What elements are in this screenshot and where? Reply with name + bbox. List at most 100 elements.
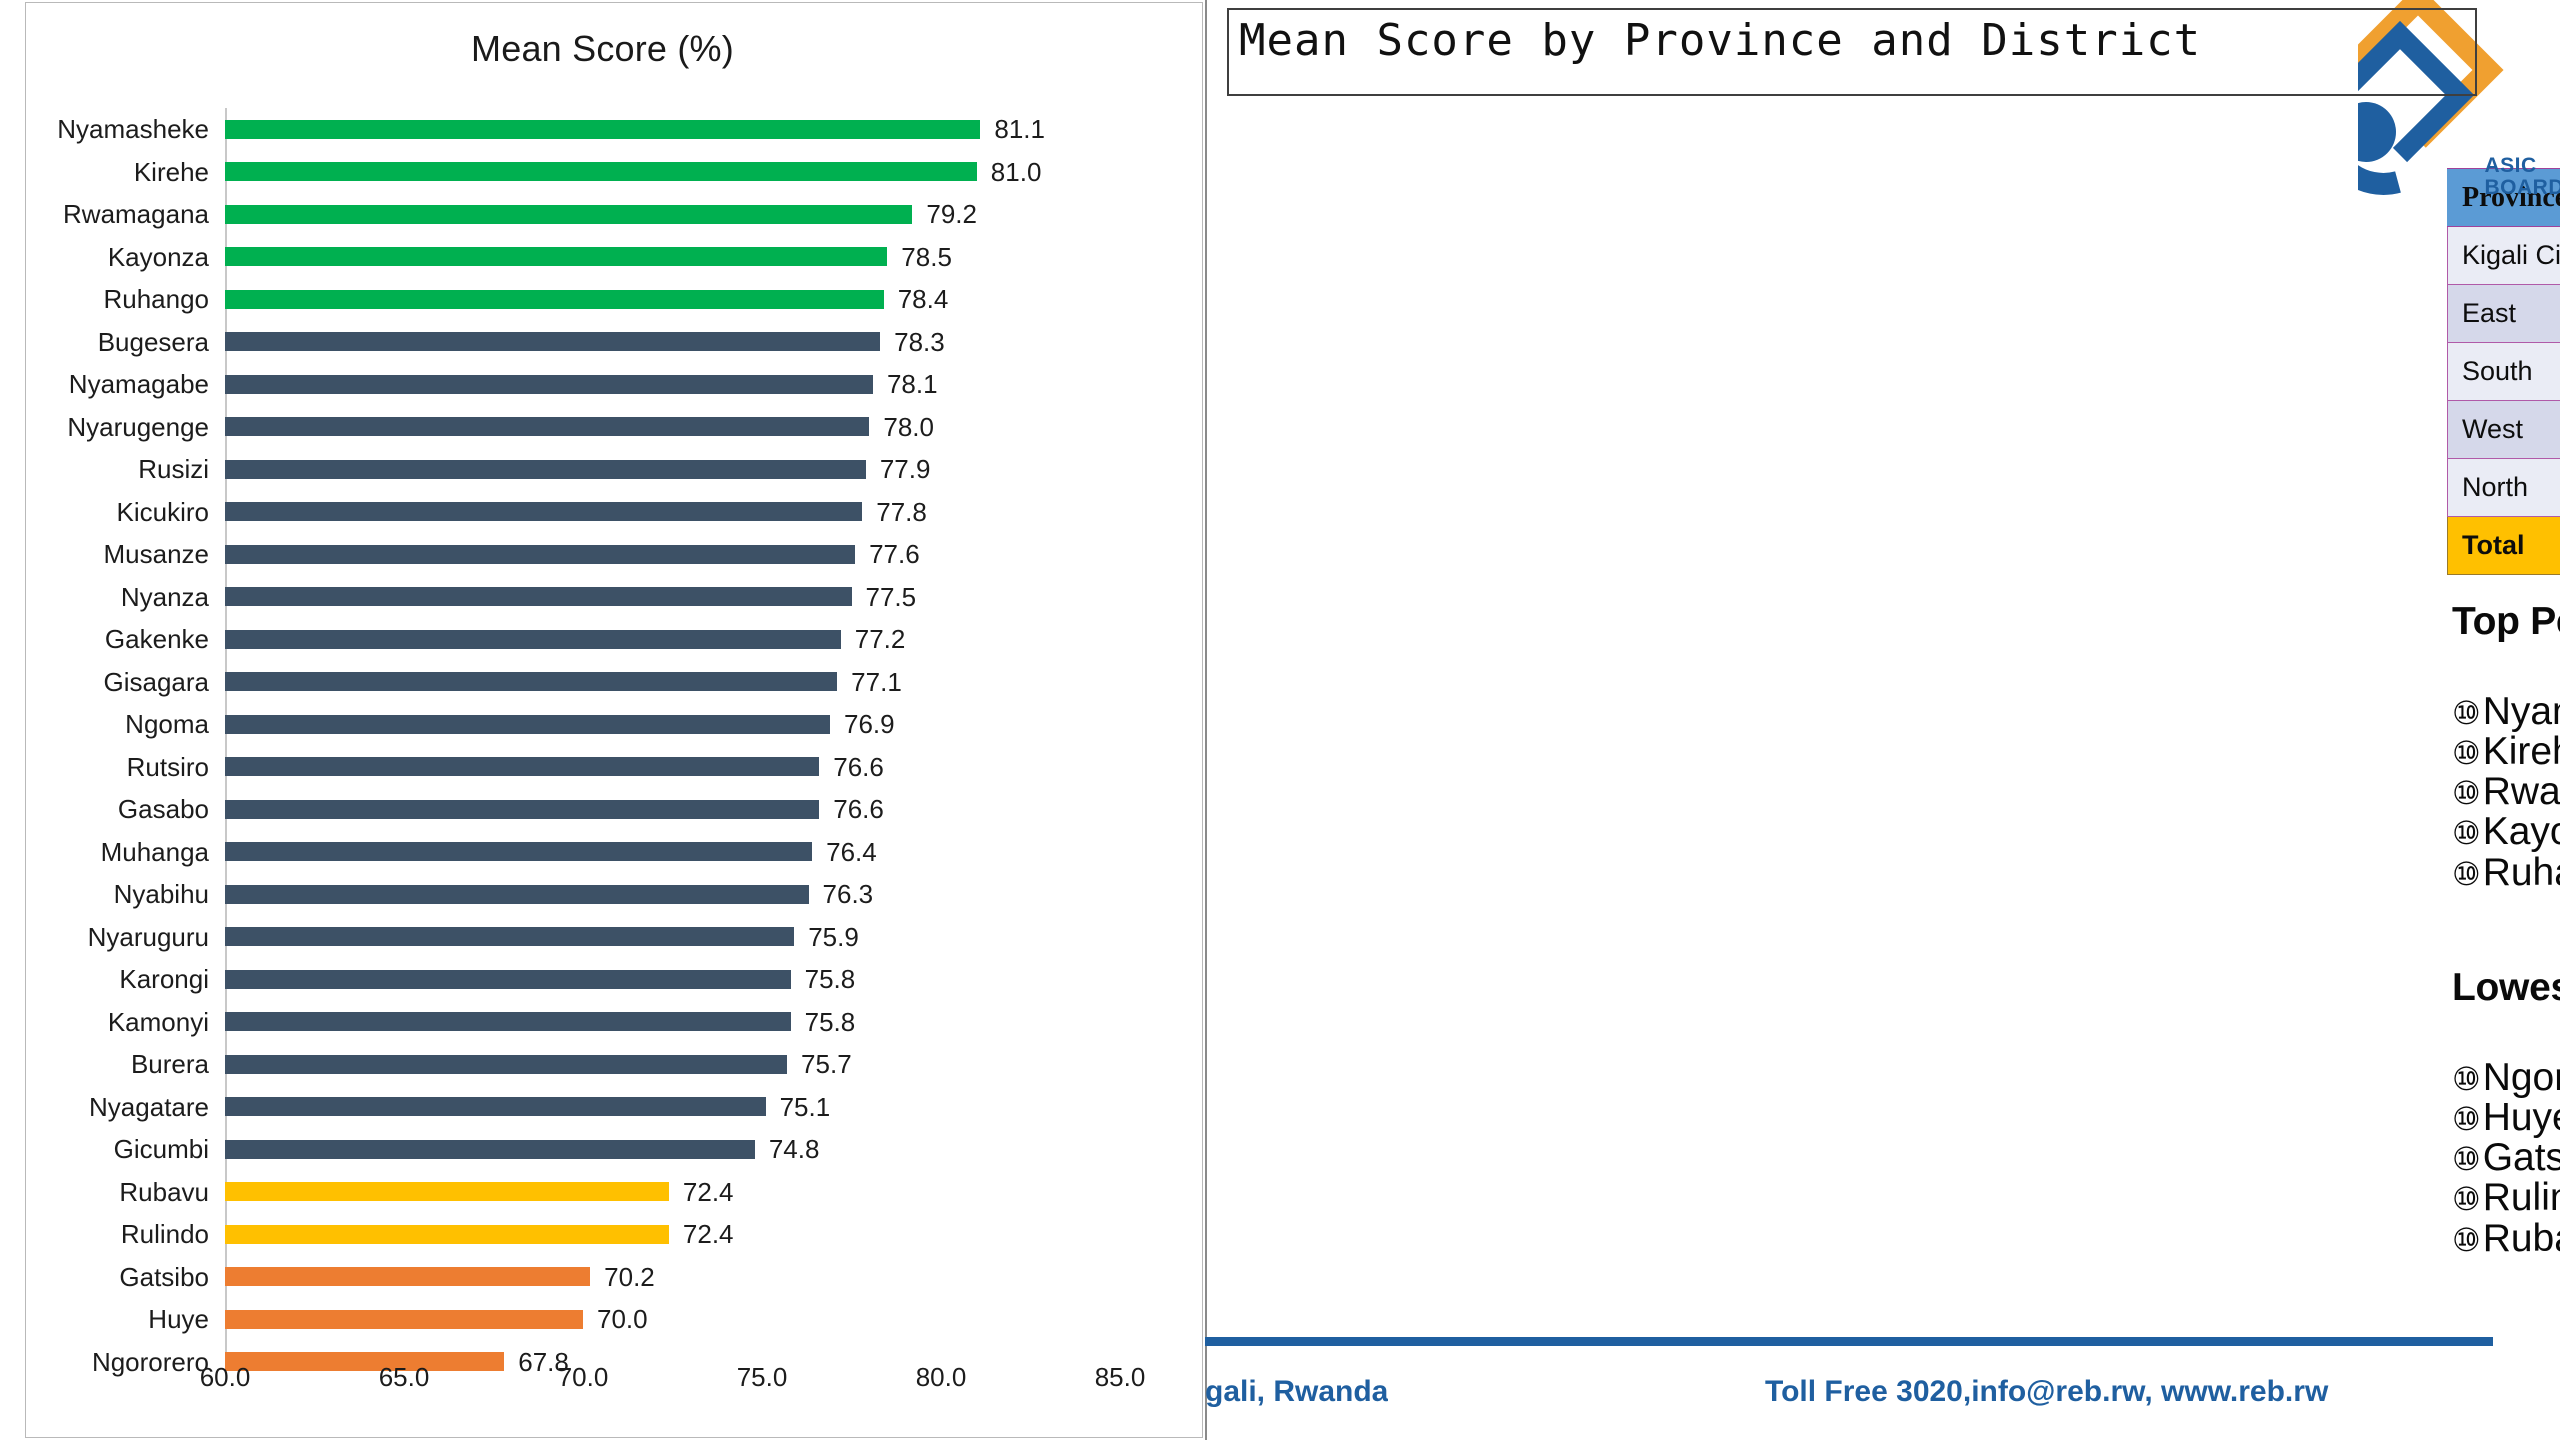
bar-value-label: 77.5: [865, 581, 917, 612]
bar: [225, 417, 870, 437]
list-item: ⑩Rubavu (72.4): [2452, 1218, 2560, 1259]
bullet-icon: ⑩: [2452, 774, 2481, 813]
footer-divider: [1205, 1337, 2493, 1346]
bar-value-label: 77.6: [869, 539, 920, 570]
bar-row: Nyabihu 76.3: [114, 873, 1120, 916]
lowest-performing-list: ⑩Ngororero (67.8)⑩Huye (70.0)⑩Gatsibo (7…: [2452, 1056, 2560, 1259]
bar: [225, 799, 820, 819]
title-placeholder-box: [1227, 8, 2477, 96]
list-item-label: Ngororero (67.8): [2482, 1056, 2560, 1099]
bar-rows: Nyamasheke 81.1 Kirehe 81.0 Rwamagana 79.2 Kay…: [57, 108, 1120, 1375]
bar: [225, 544, 856, 564]
top-performing-heading: Top Performing Districts:: [2452, 600, 2560, 643]
bar-row: Rulindo 72.4: [121, 1213, 1120, 1256]
bar-row: Gakenke 77.2: [105, 618, 1120, 661]
bar-value-label: 78.3: [894, 326, 945, 357]
bar-category-label: Rusizi: [138, 454, 209, 485]
table-row: East76.31,196: [2446, 284, 2560, 343]
bar-value-label: 67.8: [518, 1346, 569, 1377]
bar-value-label: 78.4: [897, 284, 949, 315]
list-item-label: Kayonza (78.5): [2482, 810, 2560, 854]
x-axis-tick-label: 65.0: [378, 1362, 430, 1392]
bar-value-label: 70.0: [597, 1304, 648, 1335]
bar-value-label: 76.6: [833, 794, 884, 825]
bar-row: Rusizi 77.9: [138, 448, 1120, 491]
reb-logo-line1: ASIC: [2484, 154, 2537, 177]
list-item-label: Huye (70.0): [2482, 1096, 2560, 1140]
list-item-label: Nyamasheke (81.1): [2482, 690, 2560, 733]
reb-logo-text: ASIC BOARD: [2484, 154, 2560, 199]
bar-value-label: 72.4: [682, 1176, 734, 1207]
bar-category-label: Musanze: [103, 539, 210, 570]
cell-province: West: [2446, 400, 2560, 459]
bar-value-label: 72.4: [682, 1219, 734, 1250]
bar: [225, 374, 873, 394]
top-performing-section: Top Performing Districts:: [2452, 600, 2560, 644]
bar: [225, 969, 791, 989]
bar-category-label: Nyamasheke: [57, 114, 209, 145]
bar-category-label: Kirehe: [133, 156, 209, 187]
chart-title: Mean Score (%): [471, 28, 734, 69]
bar: [225, 672, 838, 692]
bar: [225, 1224, 669, 1244]
bar-row: Kirehe 81.0: [134, 151, 1120, 194]
table-total-row: Total76.15,205: [2446, 516, 2560, 575]
bar-value-label: 70.2: [604, 1261, 655, 1292]
bar-category-label: Muhanga: [100, 836, 209, 867]
list-item: ⑩Kirehe (81.0): [2452, 731, 2560, 772]
bar-row: Rutsiro 76.6: [127, 746, 1120, 789]
bar-value-label: 75.7: [801, 1049, 852, 1080]
bullet-icon: ⑩: [2452, 814, 2481, 853]
bar-value-label: 75.9: [808, 921, 859, 952]
cell-province: South: [2446, 342, 2560, 401]
bar: [225, 1352, 505, 1372]
bar-row: Nyamagabe 78.1: [69, 363, 1120, 406]
bar-value-label: 75.8: [804, 964, 856, 995]
bar-value-label: 81.0: [990, 156, 1042, 187]
bar-row: Musanze 77.6: [104, 533, 1120, 576]
bar-category-label: Nyamagabe: [68, 369, 209, 400]
list-item: ⑩Huye (70.0): [2452, 1096, 2560, 1140]
x-axis-tick-label: 60.0: [199, 1362, 251, 1392]
bar-row: Gatsibo 70.2: [119, 1256, 1120, 1299]
bar-category-label: Ruhango: [103, 284, 209, 315]
cell-total-label: Total: [2446, 516, 2560, 575]
top-performing-list-wrap: ⑩Nyamasheke (81.1)⑩Kirehe (81.0)⑩Rwamaga…: [2452, 690, 2560, 893]
bar-value-label: 76.9: [844, 709, 895, 740]
bar: [225, 1097, 766, 1117]
bar-row: Nyanza 77.5: [121, 576, 1120, 619]
bar-value-label: 77.2: [854, 624, 906, 655]
bullet-icon: ⑩: [2452, 1060, 2481, 1098]
bar: [225, 247, 888, 267]
bullet-icon: ⑩: [2452, 1220, 2481, 1259]
cell-province: Kigali City: [2446, 226, 2560, 285]
bar-category-label: Nyanza: [120, 581, 209, 612]
bullet-icon: ⑩: [2452, 1140, 2481, 1179]
bar: [225, 502, 863, 522]
bar-category-label: Karongi: [119, 964, 209, 995]
bar-category-label: Kayonza: [107, 241, 209, 272]
bar-value-label: 76.4: [826, 836, 877, 867]
bar-category-label: Rulindo: [120, 1219, 209, 1250]
bar-category-label: Nyagatare: [89, 1091, 209, 1122]
bar-row: Karongi 75.8: [119, 958, 1120, 1001]
bar-value-label: 81.1: [994, 114, 1045, 145]
bar-category-label: Rutsiro: [126, 751, 209, 782]
bar: [225, 842, 813, 862]
bar: [225, 629, 841, 649]
province-table: Province Mean Score (%) Number Kigali Ci…: [2446, 168, 2560, 575]
bar-category-label: Huye: [148, 1304, 209, 1335]
top-performing-list: ⑩Nyamasheke (81.1)⑩Kirehe (81.0)⑩Rwamaga…: [2452, 690, 2560, 893]
footer-location: gali, Rwanda: [1205, 1375, 1389, 1408]
bullet-icon: ⑩: [2452, 1180, 2481, 1219]
bar-row: Ngoma 76.9: [125, 703, 1120, 746]
bar-row: Bugesera 78.3: [98, 321, 1120, 364]
bar: [225, 204, 913, 224]
bar: [225, 1309, 583, 1329]
cell-province: North: [2446, 458, 2560, 517]
bar: [225, 757, 820, 777]
bar-value-label: 77.8: [876, 496, 927, 527]
bar-row: Nyagatare 75.1: [89, 1086, 1120, 1129]
bar-row: Burera 75.7: [131, 1043, 1120, 1086]
